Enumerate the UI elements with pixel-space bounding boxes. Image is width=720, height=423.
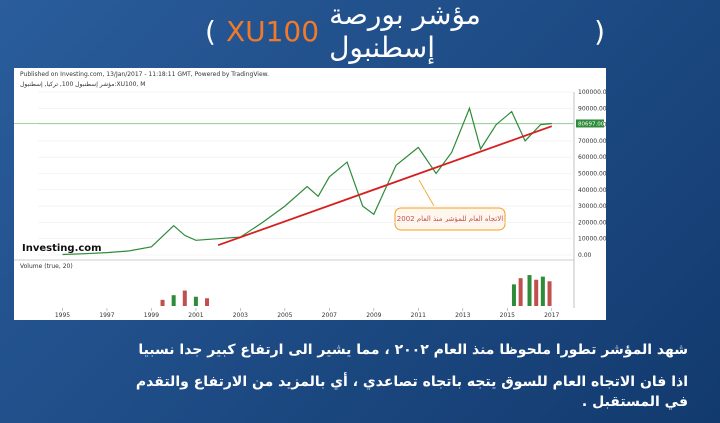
title-paren: ) — [594, 14, 605, 48]
chart-background — [14, 68, 606, 320]
chart: Published on Investing.com, 13/Jan/2017 … — [14, 68, 606, 320]
y-tick-label: 40000.00 — [578, 187, 606, 194]
y-tick-label: 100000.00 — [578, 89, 606, 96]
x-tick-label: 2013 — [455, 312, 470, 319]
x-tick-label: 2011 — [411, 312, 426, 319]
x-tick-label: 1995 — [55, 312, 70, 319]
volume-bar — [527, 275, 532, 306]
volume-bar — [547, 281, 552, 306]
y-tick-label: 20000.00 — [578, 219, 606, 226]
volume-label: Volume (true, 20) — [20, 263, 73, 270]
volume-bar — [534, 279, 539, 306]
x-tick-label: 2001 — [188, 312, 203, 319]
title-text: مؤشر بورصة إسطنبول — [329, 0, 481, 64]
price-tag — [576, 119, 604, 128]
x-tick-label: 2009 — [366, 312, 381, 319]
x-tick-label: 2003 — [233, 312, 248, 319]
logo: Investing.com — [22, 243, 102, 254]
trend-line — [217, 125, 553, 247]
price-series — [62, 106, 552, 256]
x-tick-label: 2015 — [500, 312, 515, 319]
volume-bar — [540, 276, 545, 306]
volume-bar — [171, 295, 176, 306]
annotation: الاتجاه العام للمؤشر منذ العام 2002 — [397, 215, 503, 223]
y-tick-label: 70000.00 — [578, 138, 606, 145]
volume-bar — [193, 296, 198, 306]
y-tick-label: 50000.00 — [578, 171, 606, 178]
slide-title: ( XU100 مؤشر بورصة إسطنبول ) — [205, 0, 605, 64]
y-tick-label: 90000.00 — [578, 105, 606, 112]
annotation-arrow — [418, 179, 435, 207]
volume-bar — [182, 290, 187, 306]
volume-bar — [511, 284, 516, 306]
price-label: 80697.00 — [578, 121, 605, 127]
volume-bar — [518, 278, 523, 306]
volume-bar — [160, 299, 165, 306]
paragraph: اذا فان الاتجاه العام للسوق يتجه باتجاه … — [135, 374, 688, 410]
x-tick-label: 2007 — [322, 312, 337, 319]
y-tick-label: 60000.00 — [578, 154, 606, 161]
chart-title: Published on Investing.com, 13/Jan/2017 … — [20, 71, 269, 78]
x-tick-label: 1999 — [144, 312, 159, 319]
chart-subtitle: مؤشر إسطنبول 100, تركيا, إسطنبول:XU100, … — [20, 81, 145, 88]
y-tick-label: 0.00 — [578, 252, 592, 259]
title-code: XU100 — [225, 14, 320, 48]
y-tick-label: 10000.00 — [578, 236, 606, 243]
x-tick-label: 2017 — [544, 312, 559, 319]
paragraph: شهد المؤشر تطورا ملحوظا منذ العام ٢٠٠٢ ،… — [138, 342, 688, 358]
annotation-box — [394, 207, 506, 231]
y-tick-label: 30000.00 — [578, 203, 606, 210]
title-paren: ( — [205, 14, 216, 48]
x-tick-label: 1997 — [99, 312, 114, 319]
volume-bar — [205, 298, 210, 306]
x-tick-label: 2005 — [277, 312, 292, 319]
